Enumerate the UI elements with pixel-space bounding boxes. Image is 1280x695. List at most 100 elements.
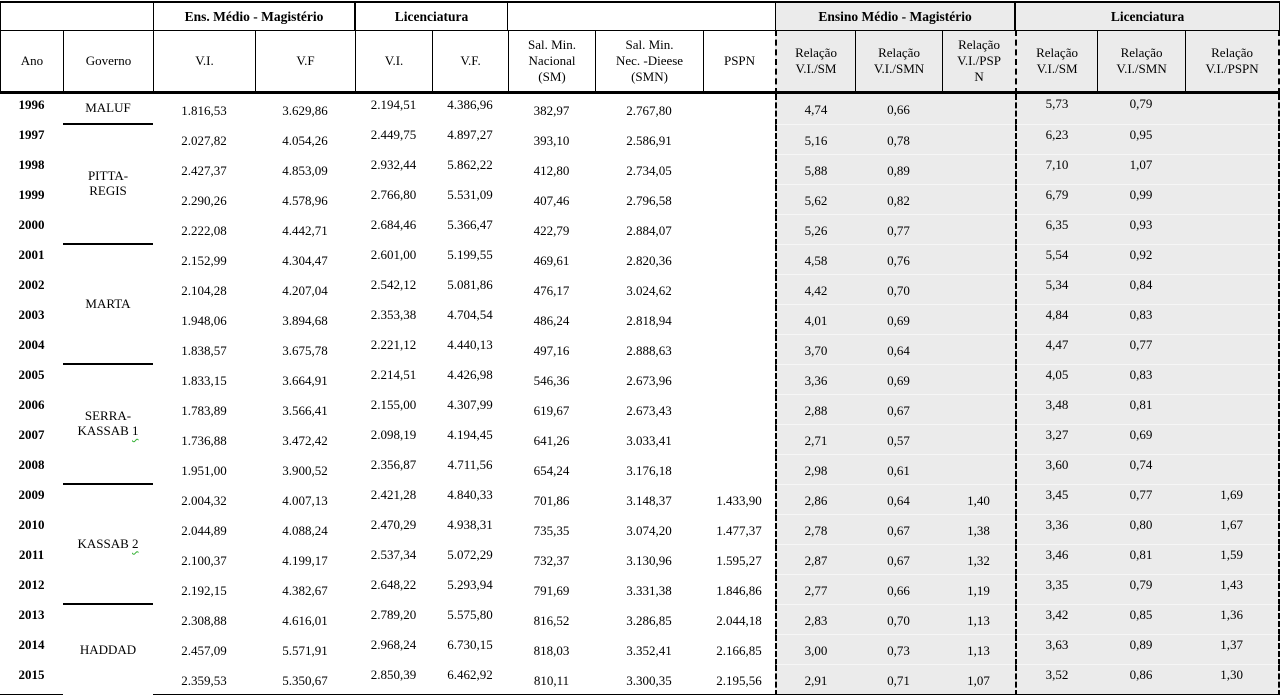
cell-rel-lic-vi-pspn bbox=[1185, 155, 1280, 185]
cell-sal-min-dieese: 2.586,91 bbox=[595, 125, 704, 155]
table-row: 2000 2.222,08 4.442,71 2.684,46 5.366,47 422,… bbox=[0, 215, 1280, 245]
col-header-vi-licenciatura: V.I. bbox=[355, 30, 433, 94]
cell-rel-lic-vi-sm: 3,27 bbox=[1015, 425, 1098, 455]
cell-sal-min-dieese: 3.176,18 bbox=[595, 455, 704, 485]
cell-rel-em-vi-sm: 2,88 bbox=[775, 395, 856, 425]
cell-vi-licenciatura: 2.684,46 bbox=[355, 215, 433, 245]
cell-rel-lic-vi-pspn bbox=[1185, 94, 1280, 125]
cell-rel-em-vi-pspn: 1,38 bbox=[942, 515, 1016, 545]
cell-vi-ens-medio: 1.951,00 bbox=[153, 455, 255, 485]
table-row: 2004 1.838,57 3.675,78 2.221,12 4.440,13 497,… bbox=[0, 335, 1280, 365]
cell-rel-em-vi-smn: 0,64 bbox=[855, 335, 943, 365]
cell-vi-licenciatura: 2.470,29 bbox=[355, 515, 433, 545]
table-body: 1996 MALUF 1.816,53 3.629,86 2.194,51 4.386,9… bbox=[0, 94, 1280, 695]
cell-sal-min-dieese: 3.286,85 bbox=[595, 605, 704, 635]
cell-vf-licenciatura: 4.426,98 bbox=[432, 365, 509, 395]
cell-rel-em-vi-sm: 4,74 bbox=[775, 94, 856, 125]
cell-rel-em-vi-sm: 2,98 bbox=[775, 455, 856, 485]
cell-ano: 2008 bbox=[0, 455, 63, 485]
cell-rel-lic-vi-pspn bbox=[1185, 245, 1280, 275]
cell-rel-em-vi-smn: 0,73 bbox=[855, 635, 943, 665]
cell-ano: 2013 bbox=[0, 605, 63, 635]
cell-vi-licenciatura: 2.766,80 bbox=[355, 185, 433, 215]
cell-rel-em-vi-sm: 4,58 bbox=[775, 245, 856, 275]
cell-rel-em-vi-pspn: 1,40 bbox=[942, 485, 1016, 515]
col-header-rel-em-vi-sm: Relação V.I./SM bbox=[775, 30, 856, 94]
cell-rel-em-vi-sm: 3,00 bbox=[775, 635, 856, 665]
cell-vi-licenciatura: 2.542,12 bbox=[355, 275, 433, 305]
col-header-vi-ens-medio: V.I. bbox=[153, 30, 255, 94]
cell-vi-licenciatura: 2.449,75 bbox=[355, 125, 433, 155]
cell-rel-lic-vi-sm: 3,42 bbox=[1015, 605, 1098, 635]
cell-pspn: 1.433,90 bbox=[703, 485, 776, 515]
cell-pspn bbox=[703, 185, 776, 215]
col-header-rel-em-vi-pspn: Relação V.I./PSP N bbox=[942, 30, 1016, 94]
cell-ano: 2004 bbox=[0, 335, 63, 365]
cell-sal-min-dieese: 3.024,62 bbox=[595, 275, 704, 305]
group-header-row: Ens. Médio - Magistério Licenciatura Ens… bbox=[0, 1, 1280, 30]
group-header-ens-medio-right: Ensino Médio - Magistério bbox=[775, 1, 1016, 30]
cell-vf-ens-medio: 3.894,68 bbox=[255, 305, 356, 335]
cell-vf-licenciatura: 4.704,54 bbox=[432, 305, 509, 335]
cell-governo: SERRA- KASSAB 1 bbox=[63, 365, 153, 485]
cell-rel-em-vi-sm: 2,83 bbox=[775, 605, 856, 635]
cell-rel-lic-vi-pspn bbox=[1185, 305, 1280, 335]
cell-rel-lic-vi-smn: 0,81 bbox=[1097, 395, 1186, 425]
cell-ano: 2003 bbox=[0, 305, 63, 335]
col-header-rel-lic-vi-sm: Relação V.I./SM bbox=[1015, 30, 1098, 94]
cell-rel-lic-vi-sm: 4,84 bbox=[1015, 305, 1098, 335]
cell-rel-em-vi-sm: 4,01 bbox=[775, 305, 856, 335]
cell-vi-licenciatura: 2.537,34 bbox=[355, 545, 433, 575]
cell-rel-lic-vi-sm: 3,60 bbox=[1015, 455, 1098, 485]
cell-vi-ens-medio: 2.427,37 bbox=[153, 155, 255, 185]
cell-vf-ens-medio: 3.472,42 bbox=[255, 425, 356, 455]
cell-rel-lic-vi-pspn bbox=[1185, 215, 1280, 245]
cell-sal-min-nacional: 818,03 bbox=[508, 635, 596, 665]
cell-vi-licenciatura: 2.968,24 bbox=[355, 635, 433, 665]
cell-sal-min-nacional: 382,97 bbox=[508, 94, 596, 125]
cell-vi-ens-medio: 2.359,53 bbox=[153, 665, 255, 695]
cell-rel-lic-vi-pspn bbox=[1185, 395, 1280, 425]
cell-vf-ens-medio: 3.675,78 bbox=[255, 335, 356, 365]
cell-vf-licenciatura: 4.938,31 bbox=[432, 515, 509, 545]
cell-rel-em-vi-pspn bbox=[942, 455, 1016, 485]
cell-vf-licenciatura: 5.081,86 bbox=[432, 275, 509, 305]
cell-pspn: 2.195,56 bbox=[703, 665, 776, 695]
cell-vf-ens-medio: 4.088,24 bbox=[255, 515, 356, 545]
col-header-vf-licenciatura: V.F. bbox=[432, 30, 509, 94]
table-row: 2007 1.736,88 3.472,42 2.098,19 4.194,45 641,… bbox=[0, 425, 1280, 455]
cell-sal-min-dieese: 3.331,38 bbox=[595, 575, 704, 605]
cell-rel-lic-vi-sm: 6,35 bbox=[1015, 215, 1098, 245]
cell-vi-ens-medio: 1.736,88 bbox=[153, 425, 255, 455]
cell-vi-licenciatura: 2.850,39 bbox=[355, 665, 433, 695]
cell-rel-em-vi-sm: 2,77 bbox=[775, 575, 856, 605]
cell-vf-ens-medio: 4.616,01 bbox=[255, 605, 356, 635]
spacer-left bbox=[0, 1, 153, 30]
cell-rel-em-vi-sm: 5,26 bbox=[775, 215, 856, 245]
spellcheck-squiggle: 2 bbox=[132, 535, 139, 551]
table-row: 2006 1.783,89 3.566,41 2.155,00 4.307,99 619,… bbox=[0, 395, 1280, 425]
cell-rel-em-vi-sm: 2,71 bbox=[775, 425, 856, 455]
table-row: 1997 PITTA- REGIS 2.027,82 4.054,26 2.449,75 4… bbox=[0, 125, 1280, 245]
col-header-rel-em-vi-smn: Relação V.I./SMN bbox=[855, 30, 943, 94]
cell-ano: 2006 bbox=[0, 395, 63, 425]
cell-sal-min-nacional: 701,86 bbox=[508, 485, 596, 515]
cell-vi-licenciatura: 2.221,12 bbox=[355, 335, 433, 365]
cell-rel-em-vi-pspn: 1,07 bbox=[942, 665, 1016, 695]
cell-rel-lic-vi-sm: 3,45 bbox=[1015, 485, 1098, 515]
cell-rel-em-vi-smn: 0,61 bbox=[855, 455, 943, 485]
cell-rel-lic-vi-pspn bbox=[1185, 455, 1280, 485]
col-header-rel-lic-vi-pspn: Relação V.I./PSPN bbox=[1185, 30, 1280, 94]
cell-vi-ens-medio: 2.308,88 bbox=[153, 605, 255, 635]
cell-rel-lic-vi-smn: 0,99 bbox=[1097, 185, 1186, 215]
table-row: 2015 2.359,53 5.350,67 2.850,39 6.462,92 810,… bbox=[0, 665, 1280, 695]
cell-pspn bbox=[703, 245, 776, 275]
cell-pspn bbox=[703, 425, 776, 455]
table-row: 2003 1.948,06 3.894,68 2.353,38 4.704,54 486,… bbox=[0, 305, 1280, 335]
cell-vi-ens-medio: 2.027,82 bbox=[153, 125, 255, 155]
cell-vf-licenciatura: 6.462,92 bbox=[432, 665, 509, 695]
cell-rel-em-vi-pspn bbox=[942, 215, 1016, 245]
cell-sal-min-nacional: 641,26 bbox=[508, 425, 596, 455]
cell-vi-licenciatura: 2.421,28 bbox=[355, 485, 433, 515]
